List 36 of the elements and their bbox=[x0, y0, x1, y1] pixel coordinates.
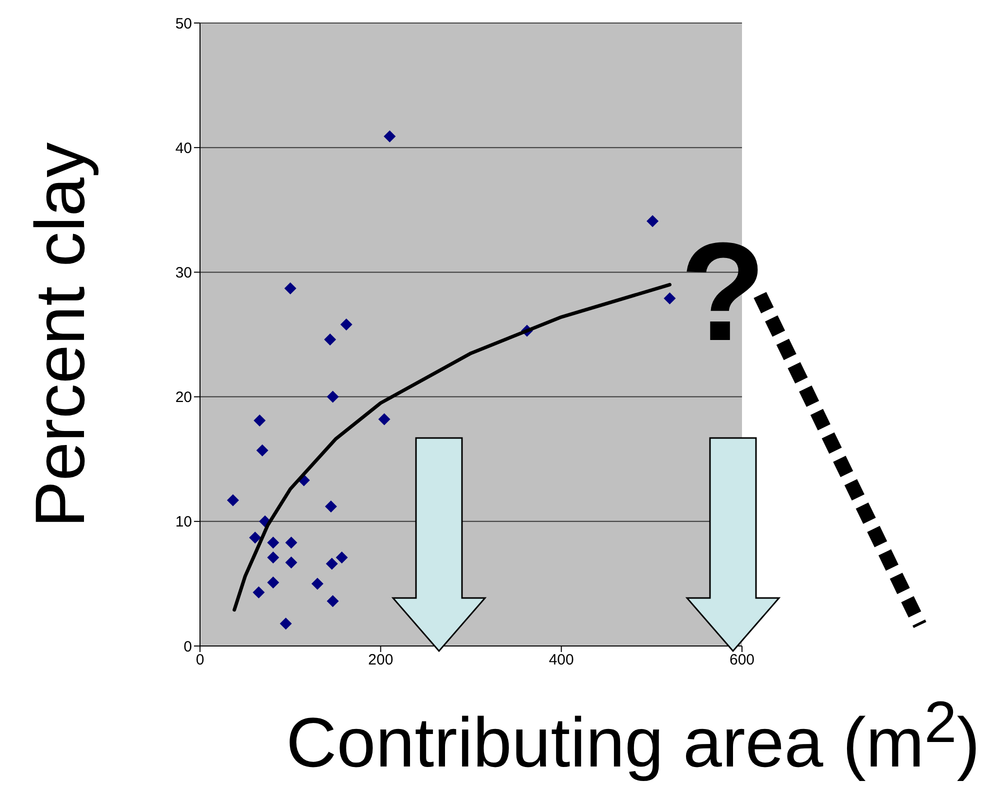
point bbox=[252, 586, 265, 598]
x-tick-label: 0 bbox=[196, 652, 204, 669]
point bbox=[254, 414, 266, 426]
point bbox=[326, 390, 339, 403]
point bbox=[249, 532, 262, 544]
x-tick-label: 600 bbox=[729, 652, 755, 669]
point bbox=[280, 618, 292, 630]
point bbox=[226, 494, 239, 506]
point bbox=[646, 215, 659, 228]
point bbox=[267, 552, 280, 564]
y-tick-label: 30 bbox=[175, 264, 192, 282]
point bbox=[378, 413, 390, 426]
point bbox=[336, 552, 348, 564]
x-tick-label: 400 bbox=[548, 652, 574, 669]
x-axis-title: Contributing area (m$^{2}$) bbox=[285, 689, 980, 784]
y-axis-title: Percent clay bbox=[20, 142, 100, 528]
y-tick-label: 20 bbox=[175, 389, 192, 406]
point bbox=[267, 576, 280, 588]
point bbox=[326, 595, 339, 608]
point bbox=[311, 578, 324, 590]
y-tick-label: 40 bbox=[175, 140, 192, 157]
point bbox=[267, 536, 280, 549]
point bbox=[664, 292, 676, 304]
point bbox=[340, 318, 352, 331]
x-tick-label: 200 bbox=[368, 652, 394, 669]
point bbox=[285, 536, 298, 549]
y-tick-label: 50 bbox=[175, 15, 192, 32]
y-tick-label: 0 bbox=[184, 638, 192, 656]
y-tick-label: 10 bbox=[175, 514, 192, 531]
point bbox=[256, 444, 268, 456]
point bbox=[326, 558, 338, 570]
point bbox=[285, 556, 298, 569]
point bbox=[324, 500, 337, 512]
point bbox=[384, 130, 396, 142]
point bbox=[284, 282, 296, 294]
point bbox=[324, 333, 336, 346]
